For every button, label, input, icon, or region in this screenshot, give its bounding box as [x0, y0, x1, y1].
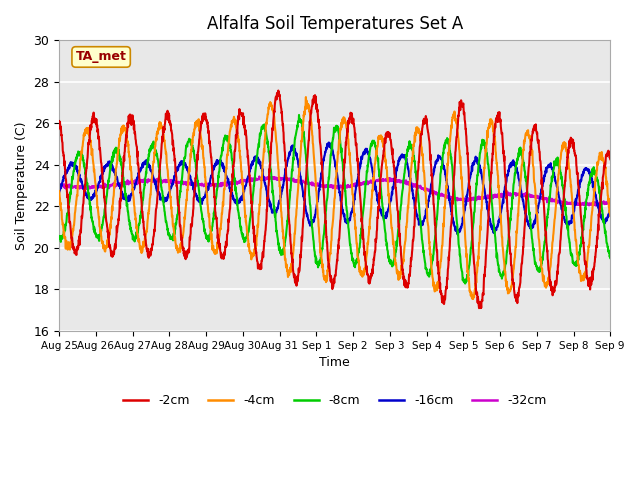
- Title: Alfalfa Soil Temperatures Set A: Alfalfa Soil Temperatures Set A: [207, 15, 463, 33]
- X-axis label: Time: Time: [319, 356, 350, 369]
- Y-axis label: Soil Temperature (C): Soil Temperature (C): [15, 121, 28, 250]
- Text: TA_met: TA_met: [76, 50, 127, 63]
- Legend: -2cm, -4cm, -8cm, -16cm, -32cm: -2cm, -4cm, -8cm, -16cm, -32cm: [118, 389, 552, 412]
